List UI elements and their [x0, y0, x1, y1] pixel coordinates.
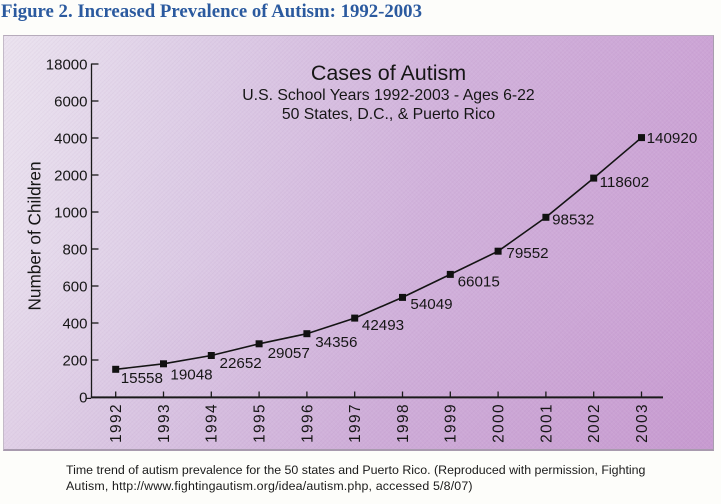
svg-text:200: 200: [62, 352, 87, 369]
svg-text:2001: 2001: [538, 403, 555, 443]
svg-text:2000: 2000: [54, 167, 87, 184]
svg-text:1996: 1996: [299, 403, 316, 443]
svg-text:1998: 1998: [395, 403, 412, 443]
svg-text:0: 0: [79, 389, 87, 406]
svg-text:6000: 6000: [54, 93, 87, 110]
svg-text:22652: 22652: [220, 355, 262, 372]
svg-text:2000: 2000: [490, 403, 507, 443]
svg-text:79552: 79552: [506, 245, 548, 262]
svg-text:118602: 118602: [600, 174, 650, 191]
svg-text:1000: 1000: [54, 204, 87, 221]
svg-text:1995: 1995: [251, 403, 268, 443]
svg-text:Number of Children: Number of Children: [25, 161, 45, 310]
svg-text:1993: 1993: [156, 403, 173, 443]
svg-text:34356: 34356: [315, 334, 357, 351]
svg-text:1997: 1997: [347, 403, 364, 443]
svg-text:19048: 19048: [170, 366, 212, 383]
svg-text:1994: 1994: [204, 403, 221, 443]
svg-text:42493: 42493: [362, 317, 404, 334]
svg-text:50 States, D.C., & Puerto Rico: 50 States, D.C., & Puerto Rico: [282, 106, 496, 123]
svg-text:1992: 1992: [108, 403, 125, 443]
svg-text:1999: 1999: [443, 403, 460, 443]
svg-text:98532: 98532: [552, 212, 594, 229]
svg-text:18000: 18000: [46, 56, 88, 73]
svg-text:Cases of Autism: Cases of Autism: [311, 61, 466, 85]
svg-text:800: 800: [62, 241, 87, 258]
svg-text:66015: 66015: [458, 274, 500, 291]
svg-text:U.S. School Years 1992-2003 -: U.S. School Years 1992-2003 - Ages 6-22: [242, 87, 534, 104]
svg-text:400: 400: [62, 315, 87, 332]
svg-text:4000: 4000: [54, 130, 87, 147]
svg-text:15558: 15558: [121, 370, 163, 387]
svg-text:2002: 2002: [586, 403, 603, 443]
svg-text:2003: 2003: [634, 403, 651, 443]
svg-text:600: 600: [62, 278, 87, 295]
svg-text:54049: 54049: [410, 296, 452, 313]
svg-text:29057: 29057: [268, 345, 310, 362]
svg-text:140920: 140920: [647, 130, 698, 147]
